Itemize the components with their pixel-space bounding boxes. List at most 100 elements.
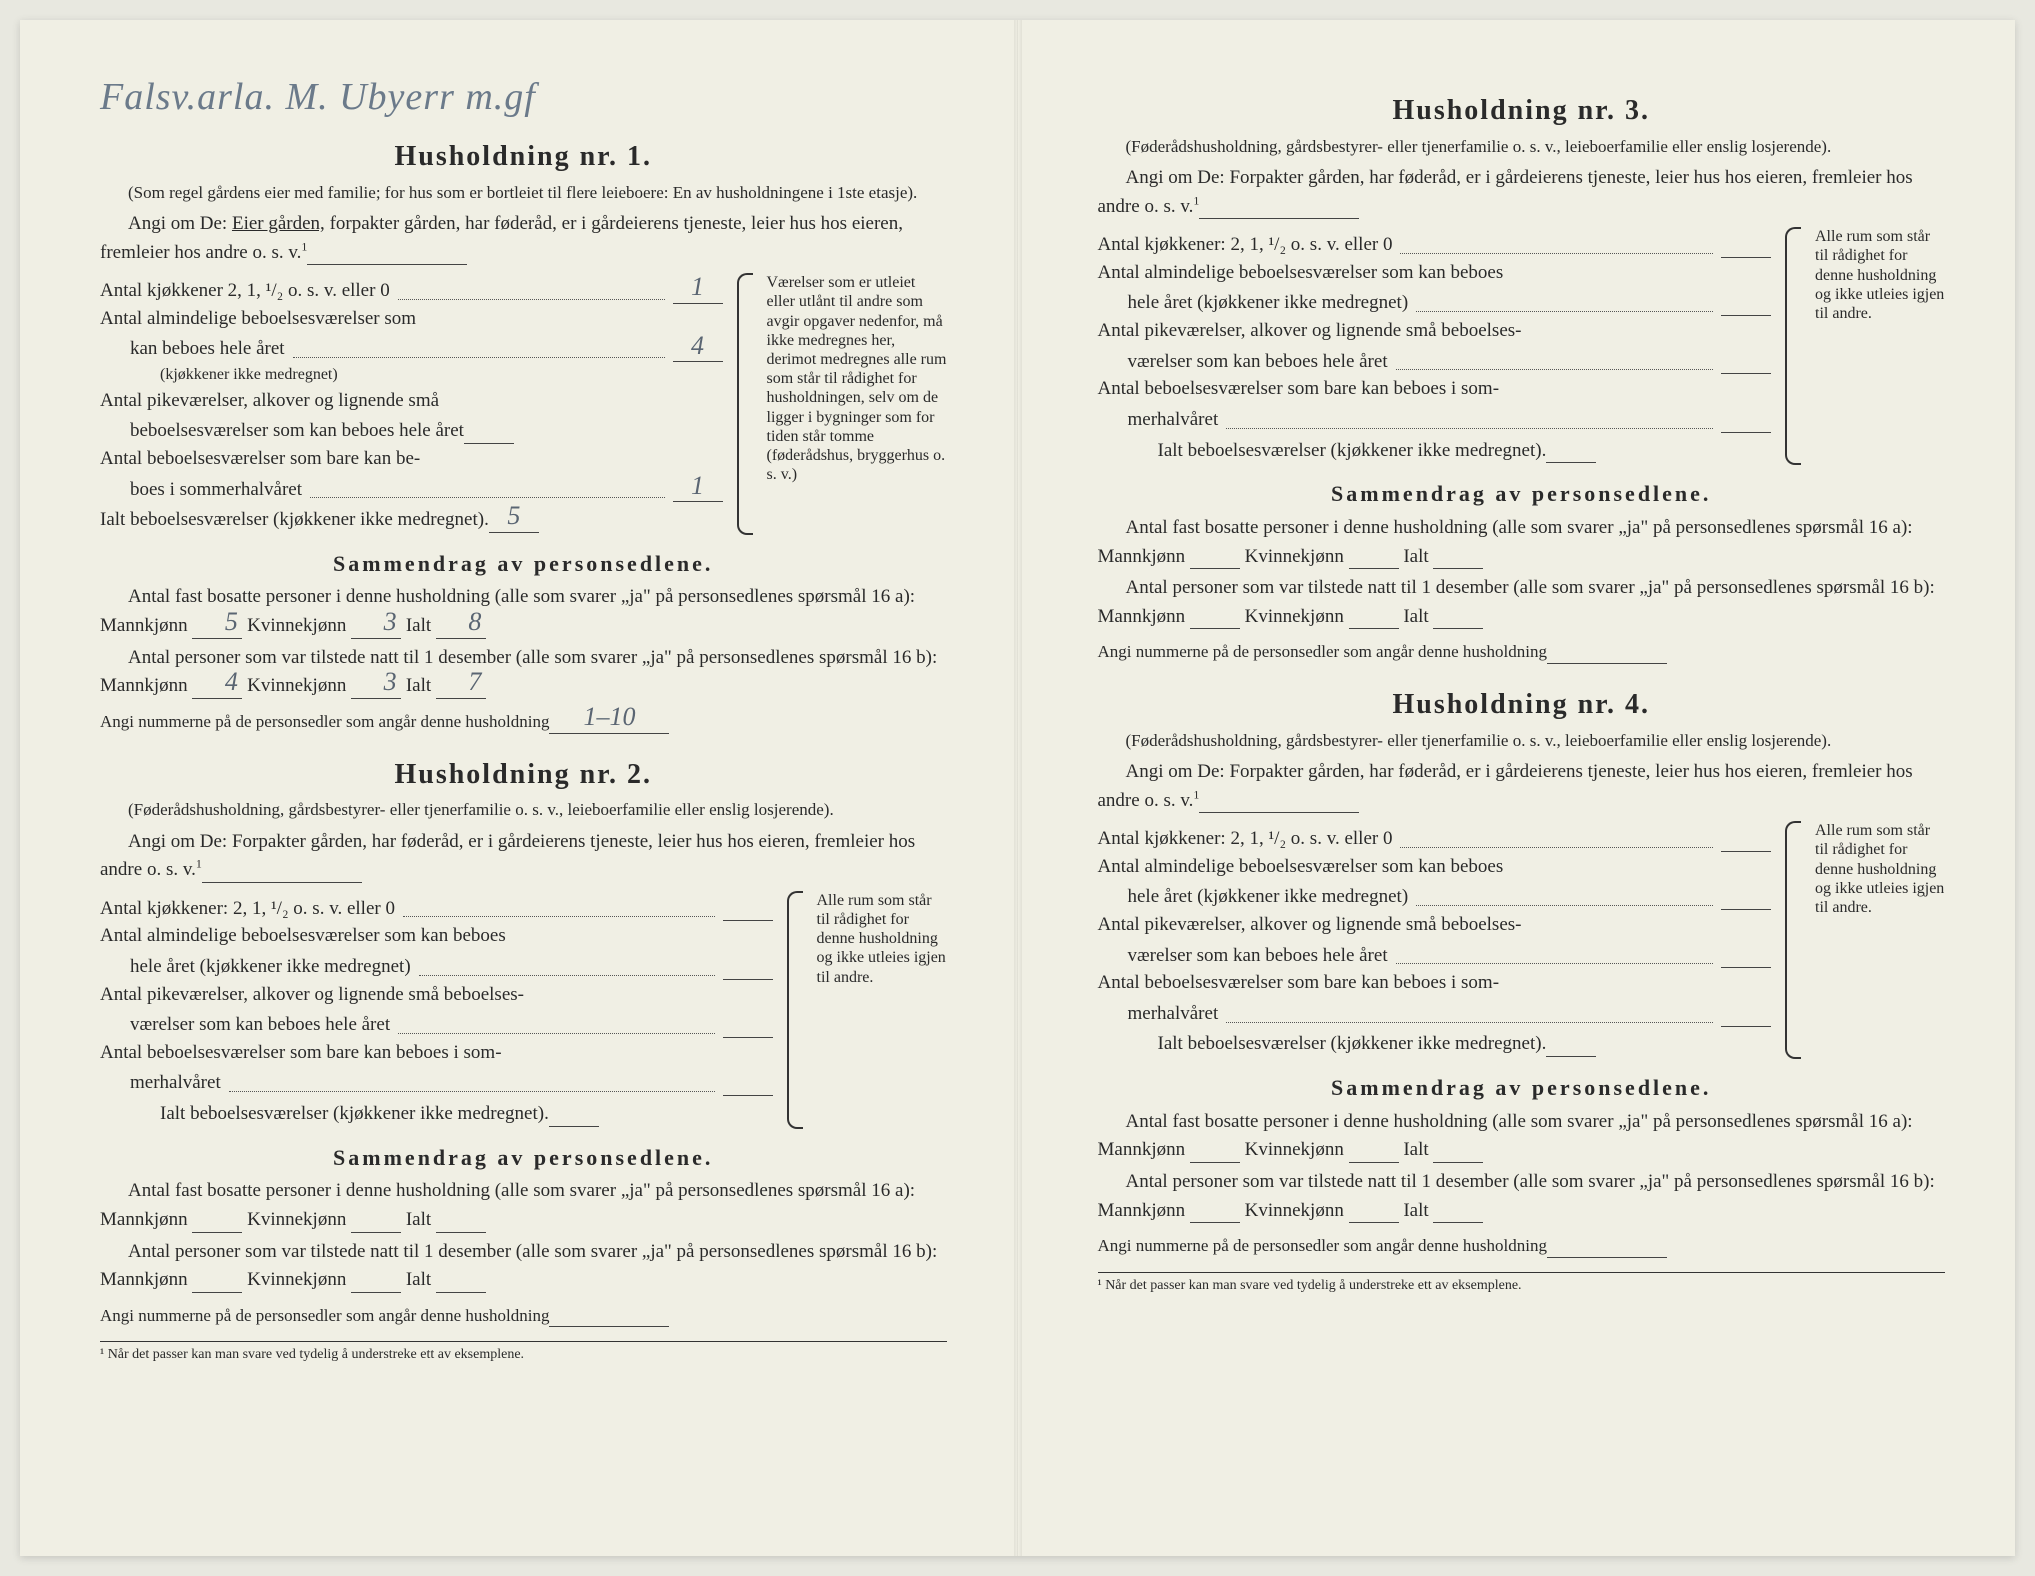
hh4-angi2: Angi nummerne på de personsedler som ang… [1098,1235,1547,1258]
hh2-v5 [549,1098,599,1127]
hh1-p1m: 5 [192,610,242,639]
hh1-v4: 1 [673,474,723,503]
hh2-l4a: Antal beboelsesværelser som bare kan beb… [100,1042,502,1063]
dots [1400,235,1713,254]
hh3-l3a: Antal pikeværelser, alkover og lignende … [1098,320,1522,341]
hh2-l3b: værelser som kan beboes hele året [130,1012,390,1038]
hh2-angi2: Angi nummerne på de personsedler som ang… [100,1305,549,1328]
hh2-l1: Antal kjøkkener: 2, 1, ¹/₂ o. s. v. elle… [100,896,395,922]
hh2-p2iv [436,1264,486,1293]
hh4-samm-head: Sammendrag av personsedlene. [1098,1073,1946,1103]
dots [398,281,665,300]
dots [310,479,664,498]
hh1-title: Husholdning nr. 1. [100,138,947,176]
angi-blank [307,237,467,266]
hh3-subtitle: (Føderådshusholdning, gårdsbestyrer- ell… [1098,136,1946,157]
dots [1396,945,1713,964]
brace-icon [737,273,753,534]
hh4-p1m [1190,1134,1240,1163]
hh2-p2: Antal personer som var tilstede natt til… [100,1239,947,1293]
hh2-samm-head: Sammendrag av personsedlene. [100,1143,947,1173]
hh4-angi: Angi om De: Forpakter gården, har føderå… [1098,759,1946,813]
hh3-p1m [1190,541,1240,570]
hh4-l1: Antal kjøkkener: 2, 1, ¹/₂ o. s. v. elle… [1098,826,1393,852]
hh2-l5: Ialt beboelsesværelser (kjøkkener ikke m… [160,1101,549,1127]
right-page: Husholdning nr. 3. (Føderådshusholdning,… [1018,20,2016,1556]
hh4-v4 [1721,998,1771,1027]
hh1-l2b: kan beboes hele året [130,336,285,362]
hh4-v5 [1546,1029,1596,1058]
angi-blank [1199,785,1359,814]
hh4-angi2v [1547,1229,1667,1258]
hh3-p1: Antal fast bosatte personer i denne hush… [1098,515,1946,569]
brace-icon [1785,227,1801,465]
hh1-v1: 1 [673,275,723,304]
hh4-l3b: værelser som kan beboes hele året [1128,943,1388,969]
kv-label: Kvinnekjønn [1245,545,1344,566]
dots [229,1073,715,1092]
kv-label: Kvinnekjønn [1245,1200,1344,1221]
hh4-p1: Antal fast bosatte personer i denne hush… [1098,1109,1946,1163]
kv-label: Kvinnekjønn [247,1209,346,1230]
hh2-v3 [723,1009,773,1038]
hh1-sidenote: Værelser som er utleiet eller utlånt til… [767,273,947,534]
dots [293,339,665,358]
hh2-l2a: Antal almindelige beboelsesværelser som … [100,925,506,946]
dots [1400,829,1713,848]
hh3-p1iv [1433,541,1483,570]
hh1-p2m: 4 [192,670,242,699]
hh1-p2iv: 7 [436,670,486,699]
ialt-label: Ialt [406,1269,431,1290]
hh1-angi: Angi om De: Eier gården, forpakter gårde… [100,211,947,265]
angi-blank [202,854,362,883]
left-page: Falsv.arla. M. Ubyerr m.gf Husholdning n… [20,20,1018,1556]
hh3-l4a: Antal beboelsesværelser som bare kan beb… [1098,378,1500,399]
hh4-l4b: merhalvåret [1128,1001,1219,1027]
hh1-p1iv: 8 [436,610,486,639]
hh3-title: Husholdning nr. 3. [1098,92,1946,130]
hh1-angi2: Angi nummerne på de personsedler som ang… [100,711,549,734]
hh1-l1: Antal kjøkkener 2, 1, ¹/₂ o. s. v. eller… [100,278,390,304]
hh4-room-block: Antal kjøkkener: 2, 1, ¹/₂ o. s. v. elle… [1098,821,1946,1059]
hh3-l2a: Antal almindelige beboelsesværelser som … [1098,262,1504,283]
hh4-p1iv [1433,1134,1483,1163]
kv-label: Kvinnekjønn [247,675,346,696]
hh3-angi2v [1547,635,1667,664]
hh2-l4b: merhalvåret [130,1070,221,1096]
hh4-v1 [1721,823,1771,852]
hh4-v3 [1721,940,1771,969]
right-footnote: ¹ Når det passer kan man svare ved tydel… [1098,1272,1946,1296]
hh4-subtitle: (Føderådshusholdning, gårdsbestyrer- ell… [1098,730,1946,751]
hh1-l2c: (kjøkkener ikke medregnet) [160,366,338,383]
ialt-label: Ialt [1403,1139,1428,1160]
hh2-l2b: hele året (kjøkkener ikke medregnet) [130,954,411,980]
hh4-angi2-row: Angi nummerne på de personsedler som ang… [1098,1229,1946,1258]
ialt-label: Ialt [406,1209,431,1230]
hh3-p2m [1190,601,1240,630]
hh2-p2m [192,1264,242,1293]
hh2-v4 [723,1068,773,1097]
hh2-p1: Antal fast bosatte personer i denne hush… [100,1178,947,1232]
hh1-p2kvv: 3 [351,670,401,699]
hh1-v3 [464,415,514,444]
hh4-p2m [1190,1195,1240,1224]
dots [1226,1004,1713,1023]
ialt-label: Ialt [1403,606,1428,627]
hh2-p2kvv [351,1264,401,1293]
hh1-l3b: beboelsesværelser som kan beboes hele år… [130,418,464,444]
hh3-p2iv [1433,601,1483,630]
hh1-v2: 4 [673,334,723,363]
hh3-v5 [1546,435,1596,464]
angi-prefix: Angi om De: [128,213,232,234]
dots [1226,410,1713,429]
hh4-title: Husholdning nr. 4. [1098,686,1946,724]
hh3-v4 [1721,404,1771,433]
hh4-sidenote: Alle rum som står til rådighet for denne… [1815,821,1945,1059]
hh3-p1kvv [1349,541,1399,570]
hh4-p1kvv [1349,1134,1399,1163]
hh4-l2a: Antal almindelige beboelsesværelser som … [1098,856,1504,877]
ialt-label: Ialt [406,675,431,696]
dots [403,898,715,917]
angi-blank [1199,191,1359,220]
hh2-v1 [723,893,773,922]
